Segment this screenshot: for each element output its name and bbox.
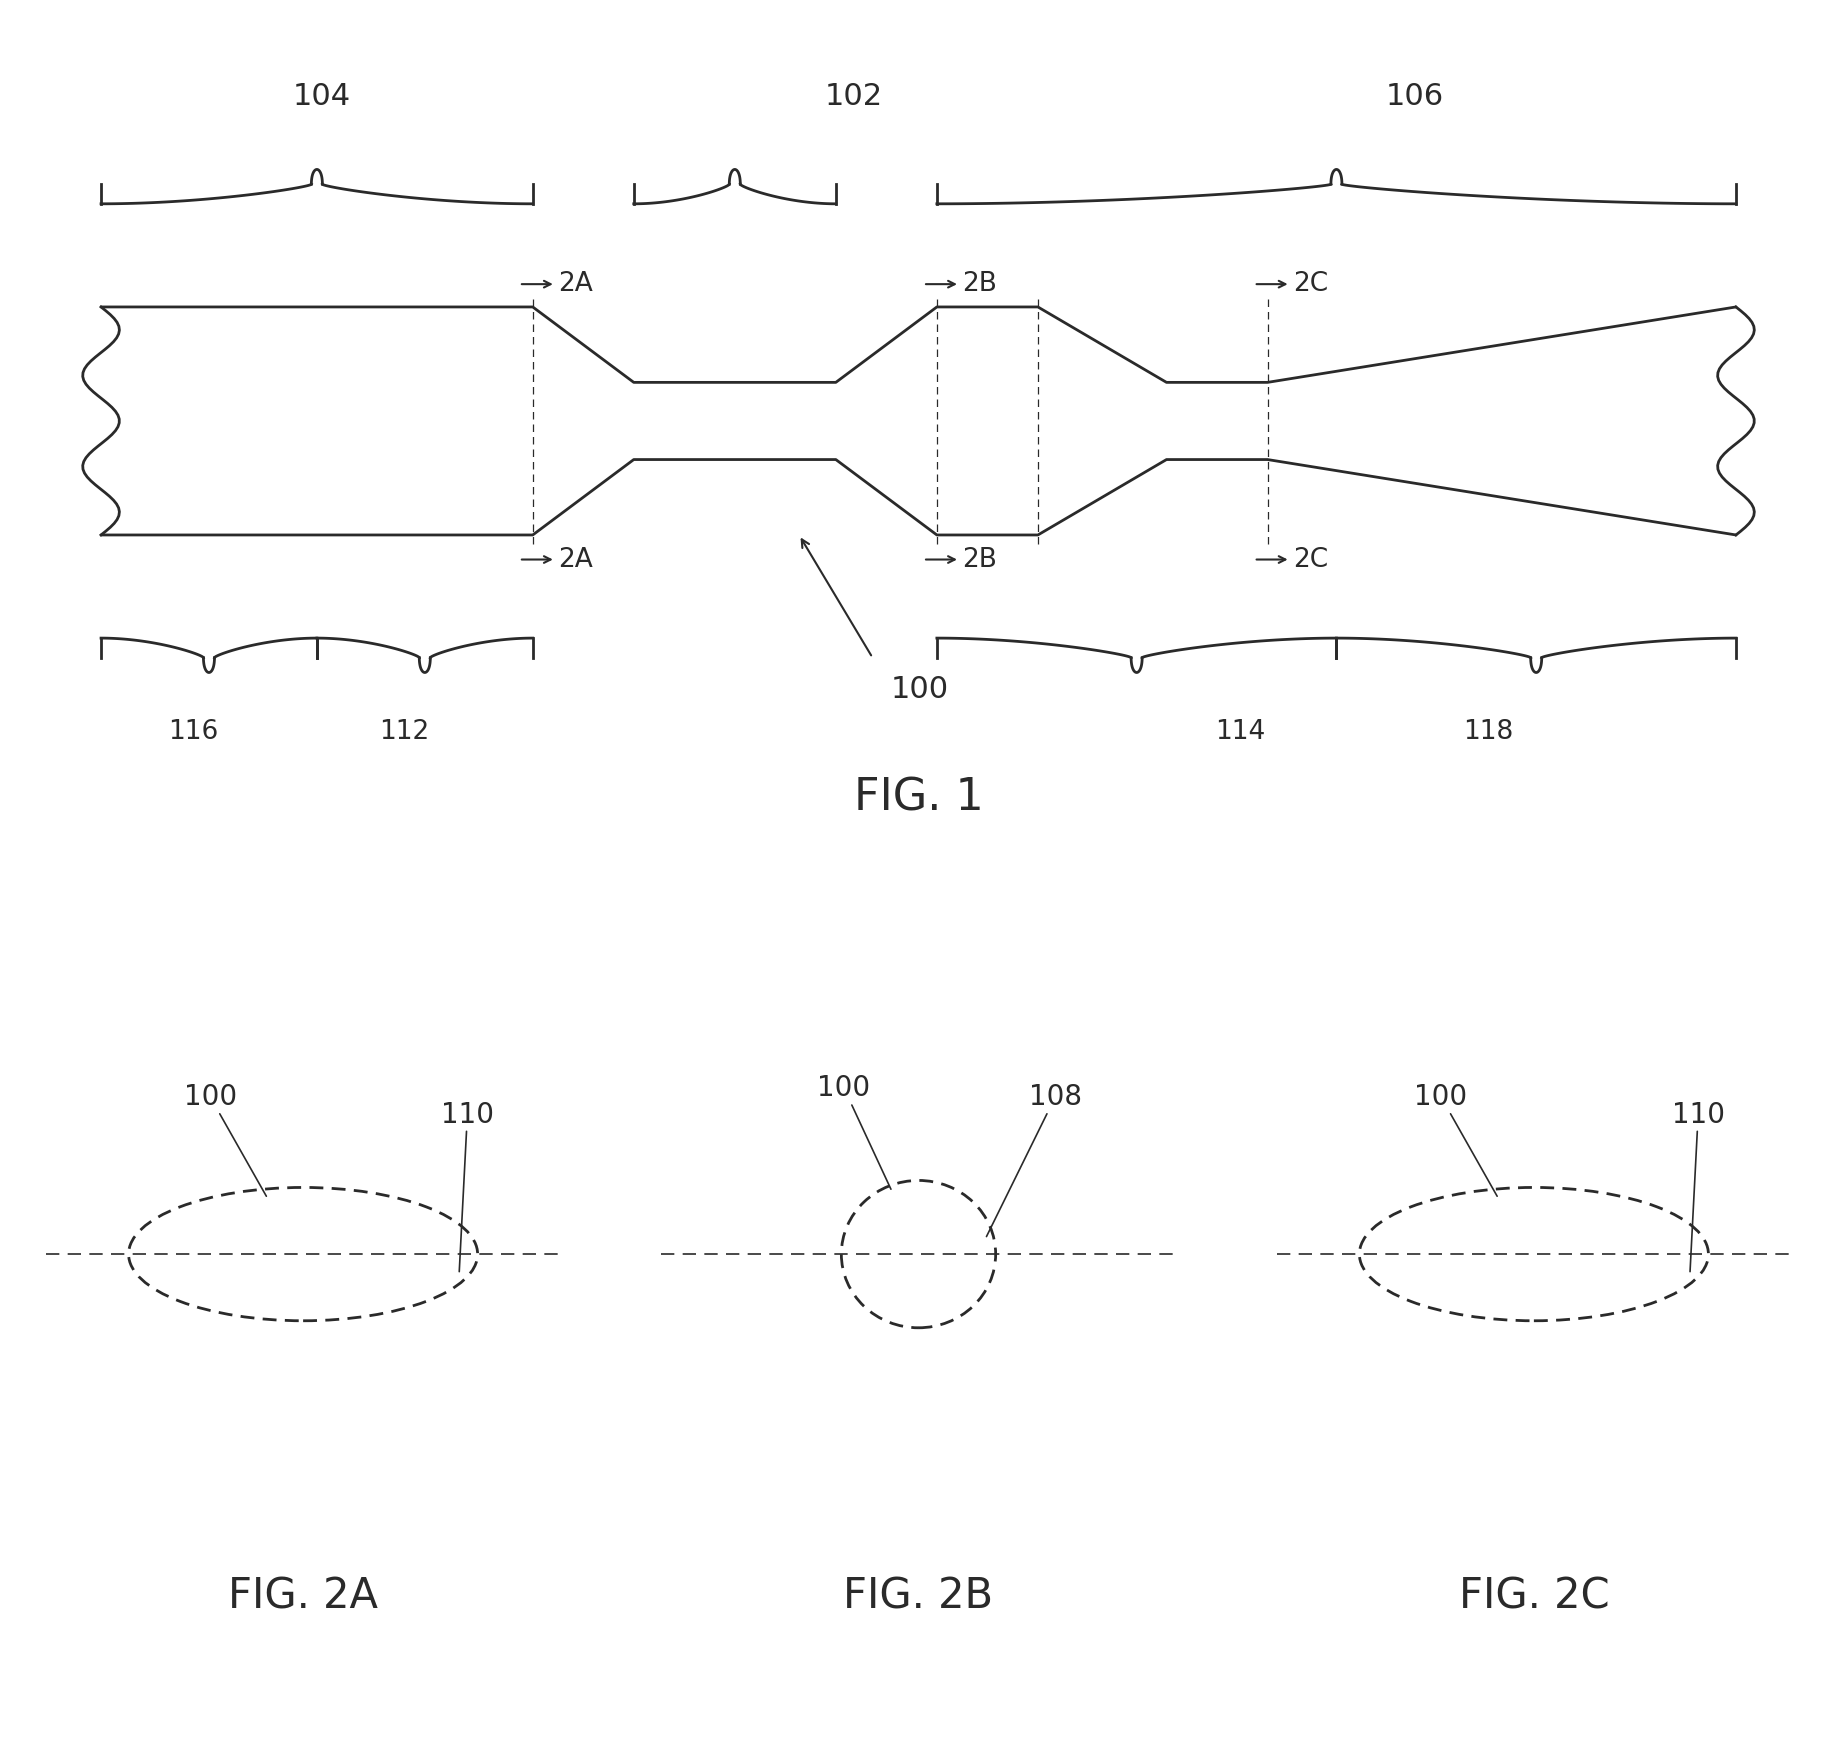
Text: 2A: 2A [558, 547, 593, 572]
Text: 2B: 2B [963, 272, 997, 296]
Text: 2B: 2B [963, 547, 997, 572]
Text: 2C: 2C [1293, 547, 1328, 572]
Text: 100: 100 [891, 675, 950, 705]
Text: FIG. 1: FIG. 1 [854, 777, 983, 819]
Text: FIG. 2B: FIG. 2B [843, 1575, 994, 1617]
Text: 104: 104 [292, 82, 351, 111]
Text: 102: 102 [825, 82, 884, 111]
Text: 110: 110 [441, 1100, 494, 1272]
Text: 100: 100 [817, 1073, 891, 1189]
Text: 2C: 2C [1293, 272, 1328, 296]
Text: 116: 116 [167, 719, 219, 745]
Text: 100: 100 [1414, 1082, 1497, 1196]
Text: 110: 110 [1672, 1100, 1725, 1272]
Text: 2A: 2A [558, 272, 593, 296]
Text: 106: 106 [1385, 82, 1444, 111]
Text: FIG. 2C: FIG. 2C [1459, 1575, 1609, 1617]
Text: 114: 114 [1214, 719, 1266, 745]
Text: FIG. 2A: FIG. 2A [228, 1575, 378, 1617]
Text: 100: 100 [184, 1082, 266, 1196]
Text: 108: 108 [986, 1082, 1082, 1237]
Text: 112: 112 [378, 719, 430, 745]
Text: 118: 118 [1462, 719, 1514, 745]
